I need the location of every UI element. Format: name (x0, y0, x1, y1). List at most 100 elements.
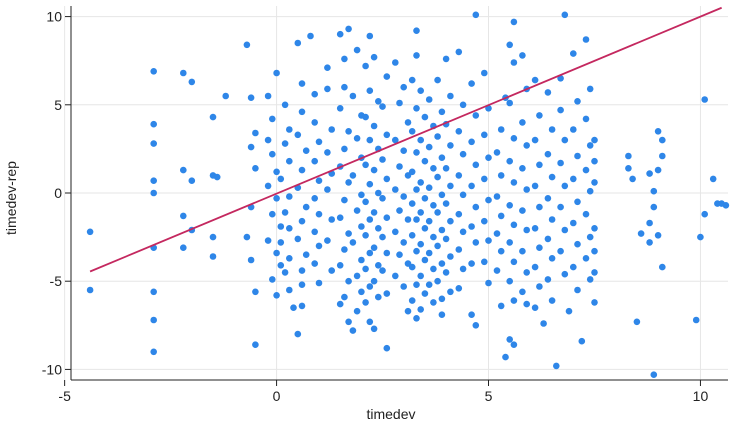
data-point (434, 174, 441, 181)
data-point (303, 204, 310, 211)
data-point (337, 262, 344, 269)
data-point (367, 87, 374, 94)
data-point (570, 264, 577, 271)
data-point (557, 204, 564, 211)
data-point (222, 93, 229, 100)
data-point (384, 176, 391, 183)
data-point (523, 301, 530, 308)
data-point (362, 63, 369, 70)
data-point (570, 126, 577, 133)
data-point (549, 255, 556, 262)
data-point (557, 248, 564, 255)
data-point (532, 183, 539, 190)
data-point (570, 220, 577, 227)
data-point (396, 100, 403, 107)
data-point (536, 283, 543, 290)
data-point (295, 331, 302, 338)
data-point (523, 142, 530, 149)
data-point (405, 119, 412, 126)
data-point (341, 197, 348, 204)
tick-marks: -10-50510-5 0 5 10 (42, 9, 709, 404)
data-point (646, 239, 653, 246)
data-point (392, 273, 399, 280)
data-point (693, 317, 700, 324)
data-point (511, 59, 518, 66)
data-point (456, 128, 463, 135)
data-point (248, 144, 255, 151)
data-point (150, 349, 157, 356)
data-point (273, 250, 280, 257)
data-point (286, 287, 293, 294)
data-point (494, 267, 501, 274)
data-point (409, 77, 416, 84)
data-point (354, 207, 361, 214)
data-point (295, 40, 302, 47)
data-point (269, 211, 276, 218)
data-point (278, 176, 285, 183)
data-point (701, 211, 708, 218)
x-tick-label: 10 (693, 388, 709, 404)
data-point (591, 269, 598, 276)
data-point (468, 311, 475, 318)
data-point (316, 280, 323, 287)
data-point (545, 195, 552, 202)
data-point (519, 165, 526, 172)
data-point (210, 253, 217, 260)
data-point (350, 172, 357, 179)
x-axis-label: timedev (366, 406, 415, 422)
data-point (252, 165, 259, 172)
data-point (439, 192, 446, 199)
data-point (434, 209, 441, 216)
data-point (409, 200, 416, 207)
data-point (400, 147, 407, 154)
data-point (324, 149, 331, 156)
data-point (367, 33, 374, 40)
data-point (481, 70, 488, 77)
data-point (337, 31, 344, 38)
data-point (341, 146, 348, 153)
data-point (324, 186, 331, 193)
y-tick-label: 0 (54, 185, 62, 201)
data-point (549, 216, 556, 223)
data-point (511, 341, 518, 348)
data-point (506, 278, 513, 285)
data-point (286, 225, 293, 232)
data-point (422, 114, 429, 121)
data-point (511, 222, 518, 229)
data-point (417, 179, 424, 186)
y-tick-label: 10 (46, 9, 62, 25)
data-point (214, 174, 221, 181)
data-point (371, 244, 378, 251)
data-point (371, 209, 378, 216)
data-point (299, 267, 306, 274)
data-point (409, 297, 416, 304)
data-point (494, 193, 501, 200)
data-point (701, 96, 708, 103)
data-point (562, 227, 569, 234)
data-point (269, 276, 276, 283)
data-point (337, 301, 344, 308)
data-point (328, 267, 335, 274)
data-point (367, 137, 374, 144)
data-point (583, 211, 590, 218)
data-point (405, 308, 412, 315)
data-point (426, 250, 433, 257)
data-point (587, 188, 594, 195)
data-point (430, 165, 437, 172)
data-point (570, 176, 577, 183)
data-point (481, 176, 488, 183)
data-point (273, 70, 280, 77)
data-point (345, 179, 352, 186)
data-point (430, 202, 437, 209)
data-point (460, 192, 467, 199)
data-point (646, 220, 653, 227)
data-point (299, 109, 306, 116)
data-point (532, 264, 539, 271)
data-point (485, 197, 492, 204)
data-point (375, 190, 382, 197)
data-point (150, 317, 157, 324)
data-point (244, 42, 251, 49)
data-point (324, 64, 331, 71)
data-point (456, 285, 463, 292)
